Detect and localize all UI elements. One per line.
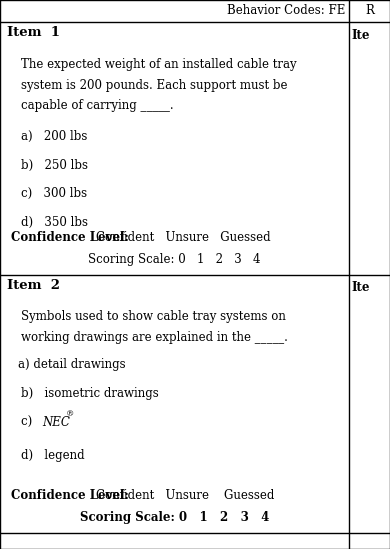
Text: working drawings are explained in the _____.: working drawings are explained in the __…: [21, 331, 288, 344]
Text: a)   200 lbs: a) 200 lbs: [21, 130, 88, 143]
Text: The expected weight of an installed cable tray: The expected weight of an installed cabl…: [21, 58, 297, 71]
Text: d)   legend: d) legend: [21, 449, 85, 462]
Text: a) detail drawings: a) detail drawings: [18, 358, 125, 372]
Text: b)   250 lbs: b) 250 lbs: [21, 159, 89, 172]
Text: Confident   Unsure    Guessed: Confident Unsure Guessed: [96, 489, 274, 502]
Text: Ite: Ite: [351, 29, 369, 42]
Text: Item  1: Item 1: [7, 26, 60, 40]
Text: b)   isometric drawings: b) isometric drawings: [21, 387, 159, 400]
Text: Symbols used to show cable tray systems on: Symbols used to show cable tray systems …: [21, 310, 286, 323]
Text: Ite: Ite: [351, 281, 369, 294]
Text: c): c): [21, 416, 44, 429]
Text: Confidence Level:: Confidence Level:: [11, 231, 129, 244]
Text: capable of carrying _____.: capable of carrying _____.: [21, 99, 174, 113]
Text: NEC: NEC: [42, 416, 70, 429]
Text: Scoring Scale: 0   1   2   3   4: Scoring Scale: 0 1 2 3 4: [80, 511, 269, 524]
Text: Scoring Scale: 0   1   2   3   4: Scoring Scale: 0 1 2 3 4: [88, 253, 261, 266]
Text: c)   300 lbs: c) 300 lbs: [21, 187, 88, 200]
Text: Confidence Level:: Confidence Level:: [11, 489, 129, 502]
Text: Confident   Unsure   Guessed: Confident Unsure Guessed: [96, 231, 270, 244]
Text: system is 200 pounds. Each support must be: system is 200 pounds. Each support must …: [21, 79, 288, 92]
Text: ®: ®: [66, 410, 74, 418]
Text: Item  2: Item 2: [7, 279, 60, 292]
Text: Behavior Codes: FE: Behavior Codes: FE: [227, 4, 345, 18]
Text: R: R: [365, 4, 374, 18]
Text: d)   350 lbs: d) 350 lbs: [21, 216, 89, 229]
